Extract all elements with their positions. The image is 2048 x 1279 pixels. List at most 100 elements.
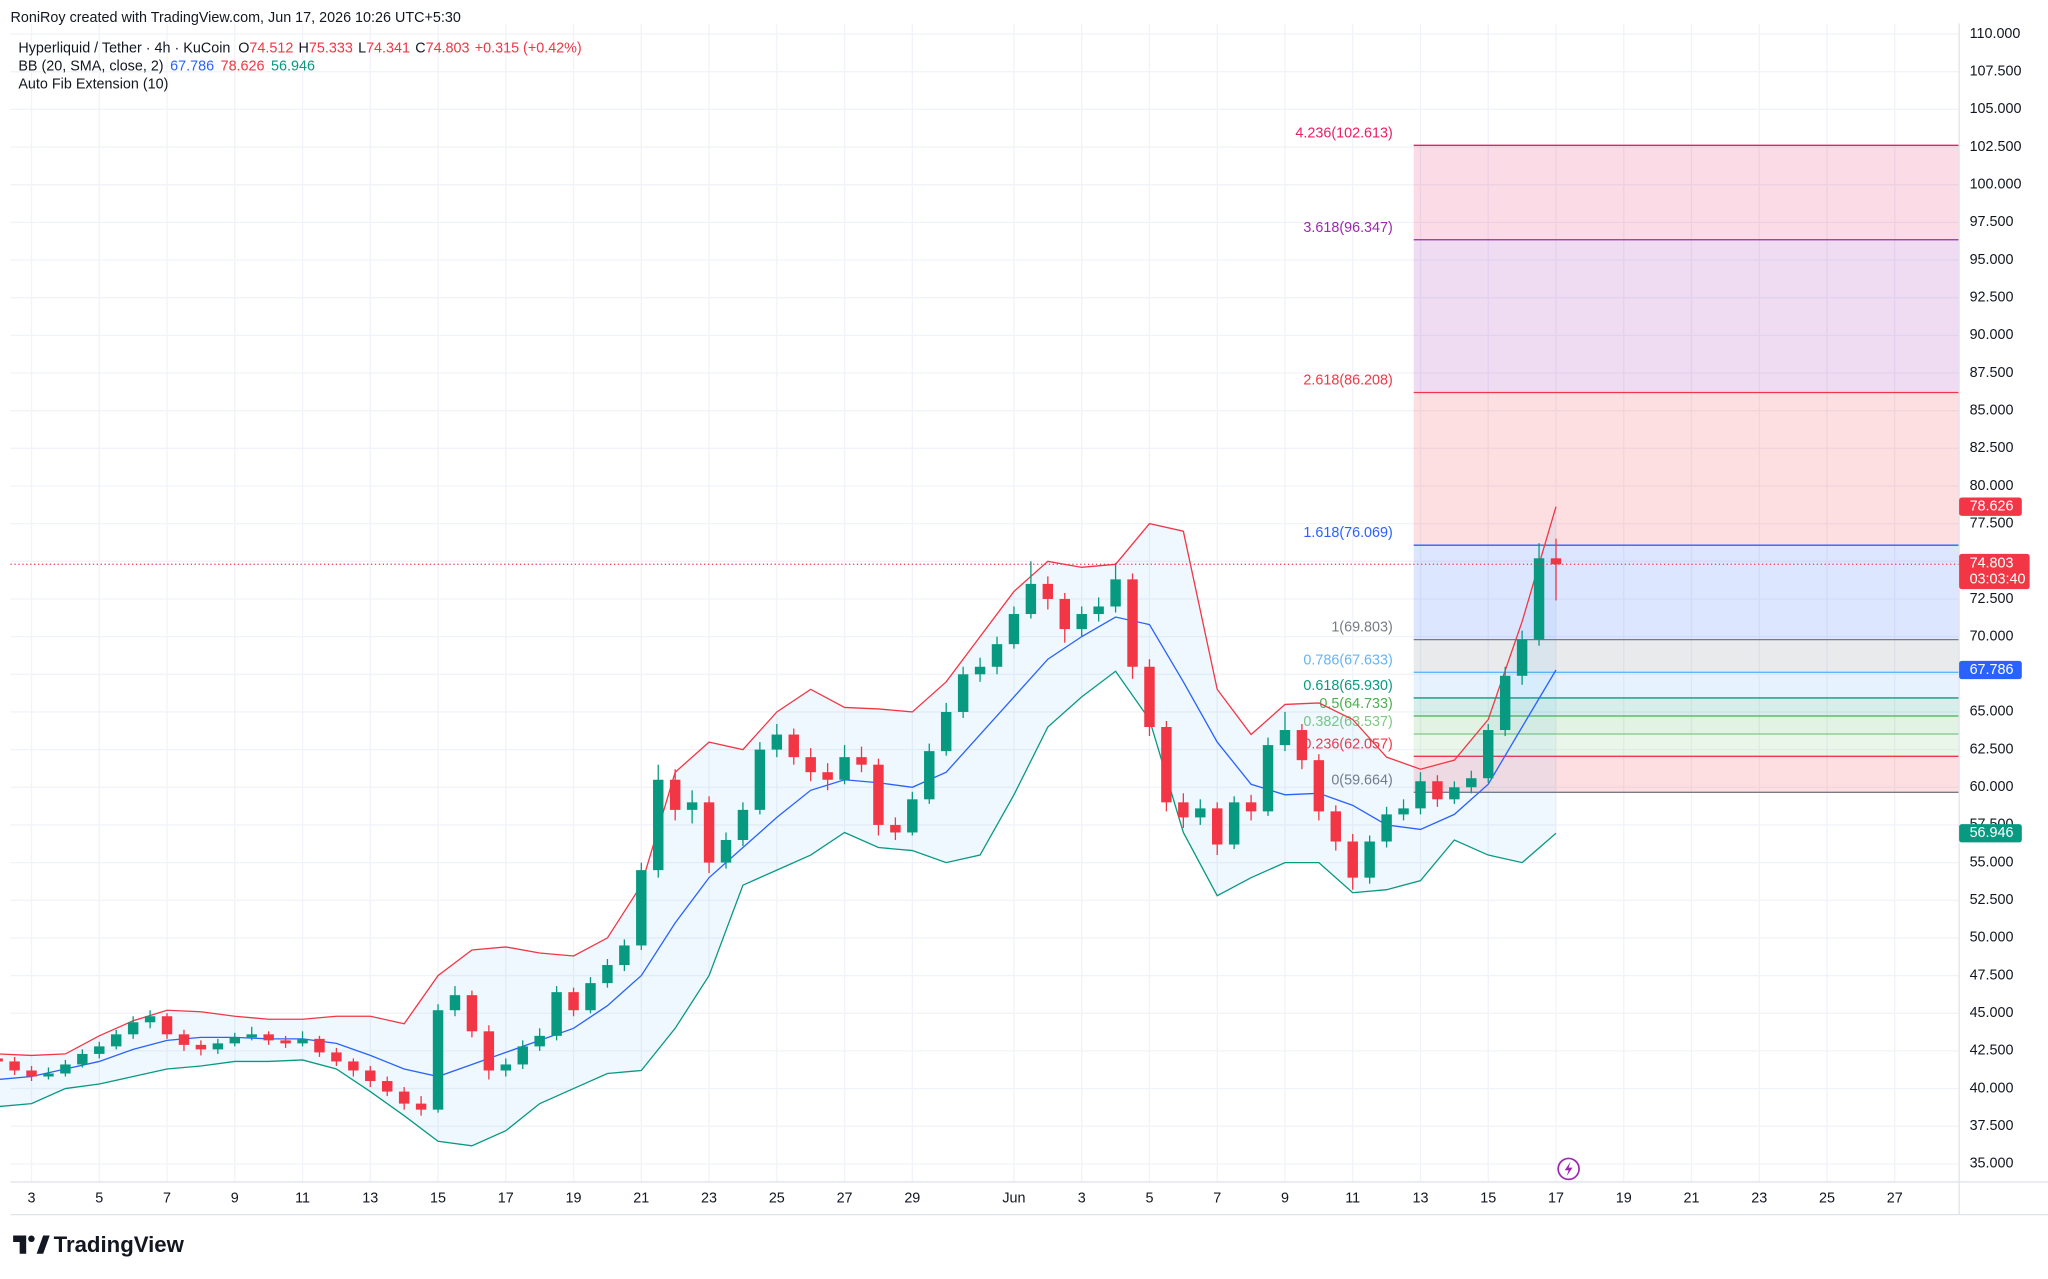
x-tick-label: 23 [1751, 1191, 1767, 1207]
candle-body [415, 1103, 427, 1110]
candle-body [653, 779, 664, 871]
alert-icon[interactable] [1557, 1157, 1580, 1181]
x-tick-label: 21 [1684, 1191, 1700, 1207]
candle-body [348, 1061, 359, 1071]
candle-body [1076, 614, 1087, 630]
candle-body [839, 757, 850, 780]
candle-body [924, 751, 935, 800]
legend-value: 74.512 [249, 40, 293, 56]
candle-body [1008, 614, 1020, 645]
x-tick-label: 15 [1480, 1191, 1496, 1207]
candle-body [1449, 787, 1460, 800]
candle-body [263, 1034, 274, 1041]
y-tick-label: 37.500 [1970, 1118, 2014, 1134]
price-badge [1959, 497, 2022, 516]
x-tick-label: 23 [701, 1191, 717, 1207]
fib-label: 0.786(67.633) [1303, 652, 1392, 668]
fib-label: 0(59.664) [1331, 772, 1392, 788]
y-tick-label: 42.500 [1970, 1043, 2014, 1059]
candle-body [1313, 760, 1325, 812]
candle-body [890, 824, 901, 833]
y-tick-label: 90.000 [1970, 327, 2014, 343]
candle-body [1178, 802, 1189, 818]
x-tick-label: 19 [1616, 1191, 1632, 1207]
y-tick-label: 55.000 [1970, 854, 2014, 870]
candle-body [77, 1053, 88, 1065]
fib-label: 4.236(102.613) [1295, 125, 1392, 141]
candle-body [26, 1070, 37, 1077]
price-badge-label: 67.786 [1970, 662, 2014, 678]
candle-body [568, 992, 579, 1011]
candle-body [9, 1061, 20, 1071]
x-tick-label: 21 [633, 1191, 649, 1207]
legend-key: O [238, 40, 249, 56]
candle-body [178, 1034, 190, 1045]
candle-body [602, 965, 613, 984]
candle-body [483, 1031, 495, 1071]
price-badge-label: 56.946 [1970, 825, 2014, 841]
candle-body [720, 839, 732, 863]
y-tick-label: 80.000 [1970, 478, 2014, 494]
legend-value: 75.333 [309, 40, 353, 56]
bb-line [0, 506, 1557, 1057]
legend-bb-name: BB (20, SMA, close, 2) [18, 58, 163, 74]
candle-body [314, 1038, 325, 1053]
y-tick-label: 52.500 [1970, 892, 2014, 908]
y-tick-label: 107.500 [1970, 64, 2022, 80]
candle-body [1279, 730, 1291, 746]
fib-zone [1413, 733, 1960, 757]
x-tick-label: 7 [163, 1191, 171, 1207]
candle-body [1533, 558, 1545, 640]
y-tick-label: 97.500 [1970, 214, 2014, 230]
candle-body [771, 734, 783, 750]
x-tick-label: 9 [231, 1191, 239, 1207]
fib-label: 2.618(86.208) [1303, 373, 1392, 389]
legend-value: 74.341 [366, 40, 410, 56]
candle-body [551, 992, 562, 1036]
legend-value: 74.803 [426, 40, 470, 56]
y-tick-label: 65.000 [1970, 704, 2014, 720]
x-tick-label: 9 [1281, 1191, 1289, 1207]
last-price-badge [1959, 553, 2030, 590]
fib-label: 0.5(64.733) [1319, 696, 1392, 712]
candle-body [991, 644, 1003, 667]
grid-layer [10, 23, 1960, 1182]
candle-body [805, 757, 816, 773]
fib-label: 0.618(65.930) [1303, 678, 1392, 694]
candle-body [737, 809, 749, 840]
x-tick-label: 11 [295, 1191, 310, 1207]
x-tick-label: Jun [1002, 1191, 1025, 1207]
candle-body [94, 1046, 105, 1054]
candle-body [517, 1046, 528, 1065]
price-badge-label: 78.626 [1970, 498, 2014, 514]
y-tick-label: 45.000 [1970, 1005, 2014, 1021]
candle-body [1110, 579, 1121, 607]
candle-body [110, 1034, 122, 1047]
candle-layer [0, 538, 1960, 1116]
fib-label: 0.236(62.057) [1303, 736, 1392, 752]
fib-zone [1413, 756, 1960, 793]
x-tick-label: 7 [1213, 1191, 1221, 1207]
y-tick-label: 70.000 [1970, 628, 2014, 644]
legend-key: H [299, 40, 309, 56]
candle-body [1195, 808, 1206, 818]
y-tick-label: 85.000 [1970, 402, 2014, 418]
candle-body [1499, 675, 1511, 731]
fib-label: 0.382(63.537) [1303, 714, 1392, 730]
x-tick-label: 17 [498, 1191, 514, 1207]
legend-bb-value: 56.946 [271, 58, 315, 74]
fib-label: 1(69.803) [1331, 620, 1392, 636]
y-tick-label: 82.500 [1970, 440, 2014, 456]
candle-body [1127, 579, 1138, 667]
fib-label: 1.618(76.069) [1303, 525, 1392, 541]
candle-body [1466, 778, 1477, 788]
x-tick-label: 25 [1819, 1191, 1835, 1207]
candle-body [822, 772, 833, 780]
legend-change: +0.315 (+0.42%) [475, 40, 582, 56]
price-badge [1959, 660, 2022, 680]
legend-main: Hyperliquid / Tether · 4h · KuCoin O74.51… [18, 40, 581, 56]
bb-line [0, 670, 1557, 1147]
candle-body [703, 802, 715, 863]
logo-text: TradingView [54, 1232, 185, 1257]
